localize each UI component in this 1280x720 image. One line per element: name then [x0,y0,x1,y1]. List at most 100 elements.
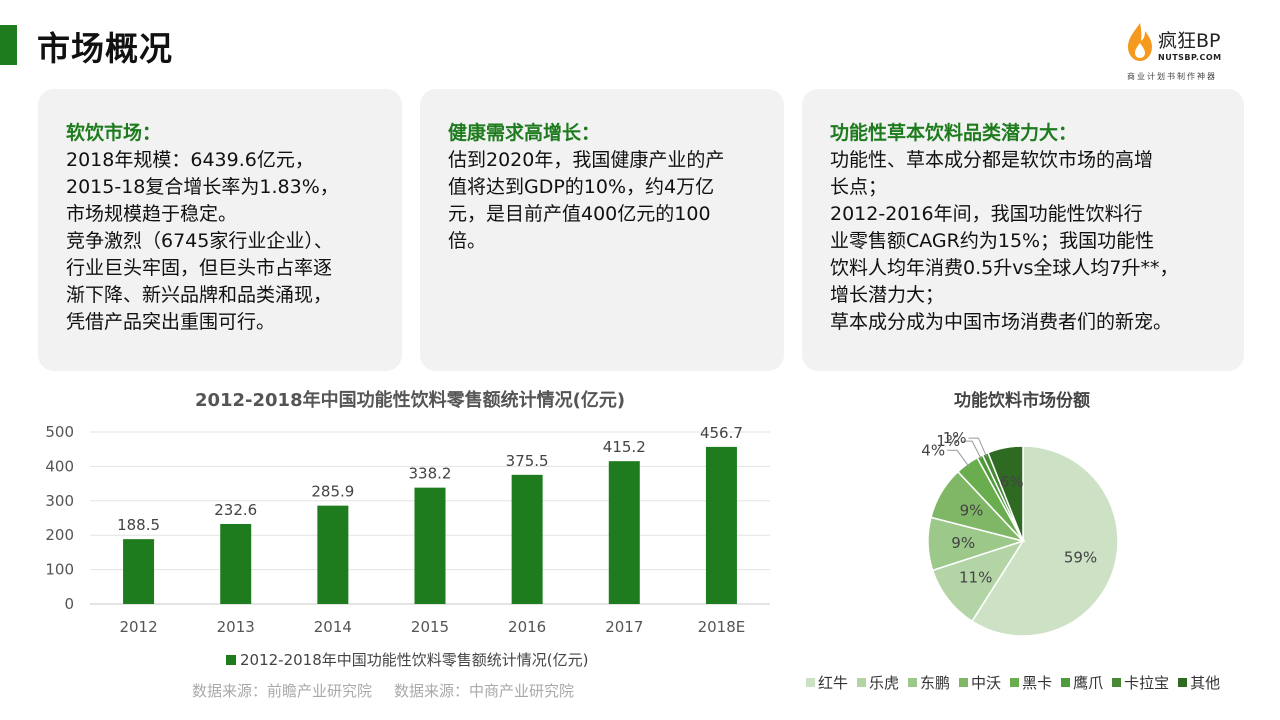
source-2: 数据来源：中商产业研究院 [394,682,575,700]
pie-leader-line [947,449,970,467]
x-tick-label: 2017 [605,618,643,636]
bar [414,487,446,604]
card-line: 业零售额CAGR约为15%；我国功能性 [830,230,1155,252]
pie-legend-swatch [1010,678,1020,687]
pie-legend-label: 黑卡 [1022,674,1053,692]
pie-chart-title: 功能饮料市场份额 [954,391,1090,411]
legend-label: 2012-2018年中国功能性饮料零售额统计情况(亿元) [240,651,589,669]
bar [220,523,252,604]
pie-legend-item: 东鹏 [908,672,950,693]
x-tick-label: 2015 [411,618,449,636]
x-tick-label: 2014 [314,618,352,636]
y-tick-label: 300 [45,492,74,510]
pie-legend-swatch [1178,678,1188,687]
pie-legend-item: 红牛 [806,672,848,693]
pie-legend-label: 鹰爪 [1073,674,1104,692]
card-line: 行业巨头牢固，但巨头市占率逐 [66,257,333,279]
pie-slice [987,445,1024,542]
bar-chart: 0 100 200 300 400 500 188.5 2012 232.6 2013 285.9 2… [45,423,770,636]
card-line: 竞争激烈（6745家行业企业）、 [66,230,333,252]
pie-value-label: 1% [936,432,960,450]
bar-value-label: 285.9 [311,483,354,501]
pie-leader-line [968,437,987,457]
pie-value-label: 1% [943,429,967,447]
pie-legend-label: 红牛 [818,674,849,692]
pie-value-label: 4% [921,441,945,459]
pie-value-label: 9% [951,534,975,552]
card-line: 草本成分成为中国市场消费者们的新宠。 [830,311,1173,333]
bar-value-label: 375.5 [506,452,549,470]
bar-value-label: 415.2 [603,438,646,456]
card-title: 软饮市场： [66,122,162,144]
card-line: 市场规模趋于稳定。 [66,203,238,225]
card-line: 估到2020年，我国健康产业的产 [448,149,725,171]
source-1: 数据来源：前瞻产业研究院 [192,682,373,700]
card-functional-herbal-potential: 功能性草本饮料品类潜力大： 功能性、草本成分都是软饮市场的高增 长点； 2012… [802,89,1244,371]
card-line: 功能性、草本成分都是软饮市场的高增 [830,149,1154,171]
pie-legend-swatch [806,678,815,687]
pie-value-label: 59% [1064,549,1097,567]
data-sources: 数据来源：前瞻产业研究院 数据来源：中商产业研究院 [192,680,574,701]
card-line: 渐下降、新兴品牌和品类涌现， [66,284,333,306]
logo-tagline: 商业计划书制作神器 [1127,72,1217,81]
card-line: 2012-2016年间，我国功能性饮料行 [830,203,1143,225]
title-accent-bar [0,25,17,65]
bar [608,461,640,604]
y-tick-label: 100 [45,561,74,579]
card-line: 长点； [830,176,888,198]
pie-legend-label: 其他 [1190,674,1221,692]
pie-legend-item: 卡拉宝 [1112,672,1169,693]
pie-value-label: 6% [1000,473,1024,491]
pie-slice [971,445,1119,637]
pie-leader-line [962,440,982,460]
pie-legend-swatch [1112,678,1122,687]
card-line: 值将达到GDP的10%，约4万亿 [448,176,715,198]
pie-slice [931,539,1025,623]
page-title: 市场概况 [37,29,173,68]
x-tick-label: 2018E [698,618,746,636]
x-tick-label: 2013 [217,618,255,636]
card-line: 增长潜力大； [830,284,945,306]
y-tick-label: 0 [64,595,74,613]
card-line: 2015-18复合增长率为1.83%， [66,176,339,198]
pie-value-label: 11% [959,569,992,587]
pie-chart-legend: 红牛 乐虎 东鹏 中沃 黑卡 鹰爪 卡拉宝 其他 [806,672,1220,693]
pie-legend-label: 中沃 [971,674,1002,692]
pie-value-label: 9% [960,502,984,520]
pie-legend-item: 中沃 [959,672,1001,693]
card-line: 凭借产品突出重围可行。 [66,311,276,333]
card-soft-drink-market: 软饮市场： 2018年规模：6439.6亿元， 2015-18复合增长率为1.8… [38,89,402,371]
pie-legend-label: 乐虎 [869,674,900,692]
legend-swatch [226,655,236,665]
bar-chart-title: 2012-2018年中国功能性饮料零售额统计情况(亿元) [194,390,626,411]
pie-legend-swatch [857,678,867,687]
pie-legend-swatch [1061,678,1071,687]
x-tick-label: 2012 [119,618,157,636]
pie-legend-label: 东鹏 [920,674,951,692]
pie-legend-item: 其他 [1178,672,1220,693]
bar [705,446,737,604]
pie-legend-item: 鹰爪 [1061,672,1103,693]
bar-value-label: 232.6 [214,501,257,519]
y-tick-label: 500 [45,423,74,441]
pie-legend-swatch [908,678,918,687]
bar [317,505,349,604]
logo-url: NUTSBP.COM [1158,53,1222,62]
pie-chart: 59% 11% 9% 9% 4%1%1% 6% [921,429,1119,637]
pie-legend-item: 乐虎 [857,672,899,693]
card-title: 功能性草本饮料品类潜力大： [830,122,1078,144]
pie-legend-swatch [959,678,969,687]
x-tick-label: 2016 [508,618,546,636]
card-line: 饮料人均年消费0.5升vs全球人均7升**， [830,257,1179,279]
bar-chart-legend: 2012-2018年中国功能性饮料零售额统计情况(亿元) [226,649,588,670]
card-health-demand: 健康需求高增长： 估到2020年，我国健康产业的产 值将达到GDP的10%，约4… [420,89,784,371]
pie-legend-label: 卡拉宝 [1124,674,1170,692]
bar-value-label: 456.7 [700,424,743,442]
card-title: 健康需求高增长： [448,122,601,144]
y-tick-label: 400 [45,457,74,475]
brand-logo: 疯狂BP NUTSBP.COM 商业计划书制作神器 [1125,20,1237,84]
pie-legend-item: 黑卡 [1010,672,1052,693]
card-line: 元，是目前产值400亿元的100 [448,203,711,225]
bar [511,474,543,604]
bar-value-label: 338.2 [409,465,452,483]
